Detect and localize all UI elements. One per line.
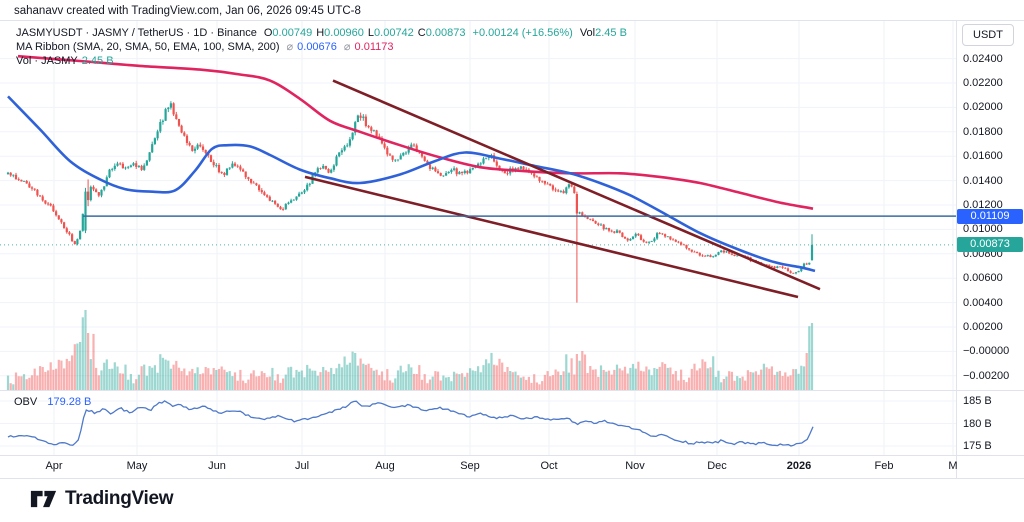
price-axis-label: 0.00200 bbox=[963, 321, 1003, 333]
tradingview-logo-text: TradingView bbox=[65, 488, 174, 509]
price-axis-label: 0.00400 bbox=[963, 296, 1003, 309]
time-axis-label: May bbox=[126, 460, 148, 472]
price-axis-label: 0.02400 bbox=[963, 52, 1003, 65]
tradingview-logo-icon bbox=[30, 490, 57, 508]
time-axis-label: Jun bbox=[208, 460, 226, 472]
price-axis-label: 0.02200 bbox=[963, 77, 1003, 89]
avg-symbol: ⌀ bbox=[286, 41, 294, 53]
price-axis-label: 0.01600 bbox=[963, 150, 1003, 163]
price-axis-label: 0.01200 bbox=[963, 199, 1003, 211]
obv-legend[interactable]: OBV 179.28 B bbox=[14, 396, 91, 408]
legend-ma-ribbon-row[interactable]: MA Ribbon (SMA, 20, SMA, 50, EMA, 100, S… bbox=[16, 40, 627, 54]
obv-label: OBV bbox=[14, 396, 38, 408]
time-axis-label: Sep bbox=[460, 460, 480, 472]
price-axis-label: 0.01400 bbox=[963, 174, 1003, 187]
legend-volume-row[interactable]: Vol · JASMY 2.45 B bbox=[16, 54, 627, 68]
close-label: C bbox=[417, 27, 426, 39]
obv-value: 179.28 B bbox=[47, 396, 92, 408]
obv-axis-label: 175 B bbox=[963, 440, 992, 452]
obv-axis-label: 185 B bbox=[963, 395, 992, 407]
time-axis-label: Nov bbox=[625, 460, 645, 472]
open-label: O bbox=[263, 27, 273, 39]
time-axis-label: M bbox=[948, 460, 958, 472]
time-axis-label: Apr bbox=[45, 460, 63, 472]
attribution-text: sahanavv created with TradingView.com, J… bbox=[14, 5, 361, 17]
open-value: 0.00749 bbox=[272, 27, 313, 39]
legend-symbol-row[interactable]: JASMYUSDT · JASMY / TetherUS · 1D · Bina… bbox=[16, 26, 627, 40]
time-axis-label: Jul bbox=[294, 460, 310, 472]
volume-value: 2.45 B bbox=[595, 27, 627, 39]
vol-indicator-value: 2.45 B bbox=[81, 55, 114, 67]
time-axis-label: 2026 bbox=[786, 460, 812, 472]
horizontal-line-price-badge: 0.01109 bbox=[957, 208, 1023, 224]
high-label: H bbox=[316, 27, 325, 39]
time-axis-label: Feb bbox=[874, 460, 894, 472]
volume-label: Vol bbox=[579, 27, 596, 39]
price-axis[interactable]: USDT 0.02400 0.02200 0.02000 0.01800 0.01600… bbox=[957, 20, 1024, 478]
price-axis-label: −0.00000 bbox=[963, 345, 1010, 358]
ma-fast-value: 0.00676 bbox=[297, 41, 337, 53]
avg-symbol: ⌀ bbox=[343, 41, 351, 53]
chart-legend: JASMYUSDT · JASMY / TetherUS · 1D · Bina… bbox=[16, 26, 627, 68]
time-axis-label: Dec bbox=[707, 460, 727, 472]
tradingview-logo[interactable]: TradingView bbox=[30, 487, 174, 511]
currency-toggle-button[interactable]: USDT bbox=[962, 24, 1014, 46]
time-axis-label: Oct bbox=[540, 460, 558, 472]
low-label: L bbox=[367, 27, 375, 39]
price-axis-label: −0.00200 bbox=[963, 369, 1010, 382]
time-axis[interactable]: Apr May Jun Jul Aug Sep Oct Nov Dec 2026 Feb M bbox=[0, 456, 958, 478]
change-value: +0.00124 (+16.56%) bbox=[472, 27, 573, 39]
ma-slow-value: 0.01173 bbox=[354, 41, 394, 53]
symbol-title: JASMYUSDT · JASMY / TetherUS · 1D · Bina… bbox=[16, 27, 257, 39]
low-value: 0.00742 bbox=[374, 27, 414, 39]
last-price-badge: 0.00873 bbox=[957, 237, 1023, 253]
close-value: 0.00873 bbox=[425, 27, 466, 39]
high-value: 0.00960 bbox=[324, 27, 364, 39]
vol-indicator-title: Vol · JASMY bbox=[16, 55, 78, 67]
ma-ribbon-title: MA Ribbon (SMA, 20, SMA, 50, EMA, 100, S… bbox=[16, 41, 280, 53]
price-axis-label: 0.02000 bbox=[963, 101, 1003, 114]
price-axis-label: 0.01000 bbox=[963, 223, 1003, 236]
obv-axis-label: 180 B bbox=[963, 417, 992, 430]
time-axis-label: Aug bbox=[375, 460, 395, 472]
price-axis-label: 0.01800 bbox=[963, 125, 1003, 138]
price-axis-label: 0.00600 bbox=[963, 272, 1003, 285]
